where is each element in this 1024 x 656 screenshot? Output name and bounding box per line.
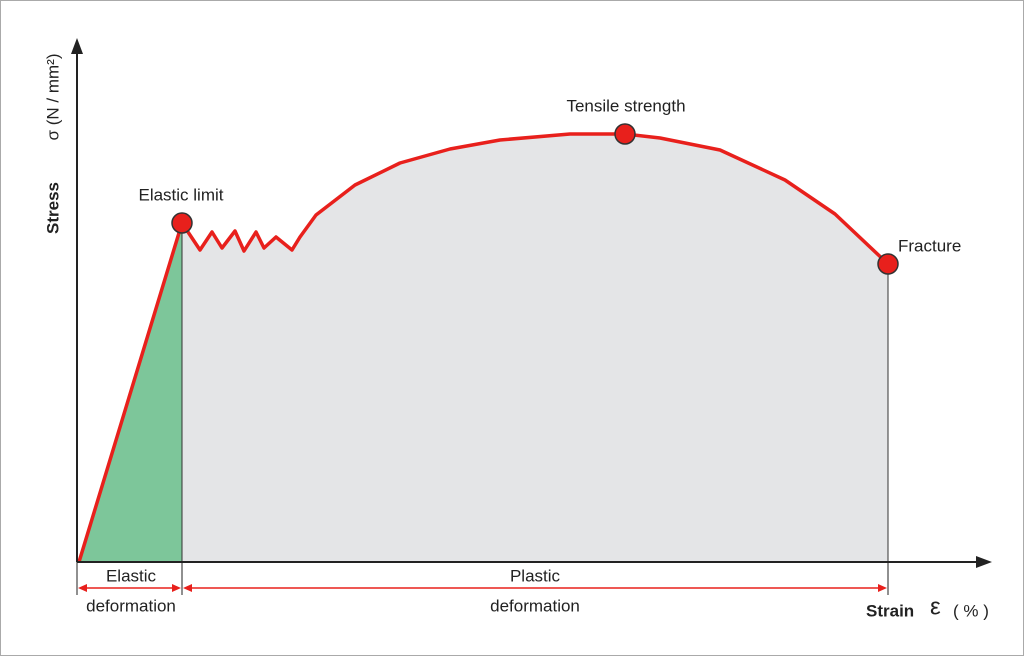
point-label: Elastic limit (138, 185, 223, 204)
arrowhead (878, 584, 887, 592)
point-label: Fracture (898, 236, 961, 255)
x-arrow (976, 556, 992, 568)
point-label: Tensile strength (566, 96, 685, 115)
arrowhead (78, 584, 87, 592)
region-label: Elastic (106, 566, 157, 585)
plastic-area (182, 134, 888, 562)
x-unit: ( % ) (953, 601, 989, 620)
stress-curve (77, 132, 890, 563)
x-label: Strain (866, 601, 914, 620)
y-unit: σ (N / mm²) (43, 54, 62, 141)
y-arrow (71, 38, 83, 54)
arrowhead (172, 584, 181, 592)
point-marker (614, 123, 636, 145)
region-sublabel: deformation (86, 596, 176, 615)
point-marker (171, 212, 193, 234)
point-marker (877, 253, 899, 275)
arrowhead (183, 584, 192, 592)
y-label: Stress (43, 182, 62, 234)
region-sublabel: deformation (490, 596, 580, 615)
x-symbol: ε (930, 593, 941, 620)
region-label: Plastic (510, 566, 561, 585)
